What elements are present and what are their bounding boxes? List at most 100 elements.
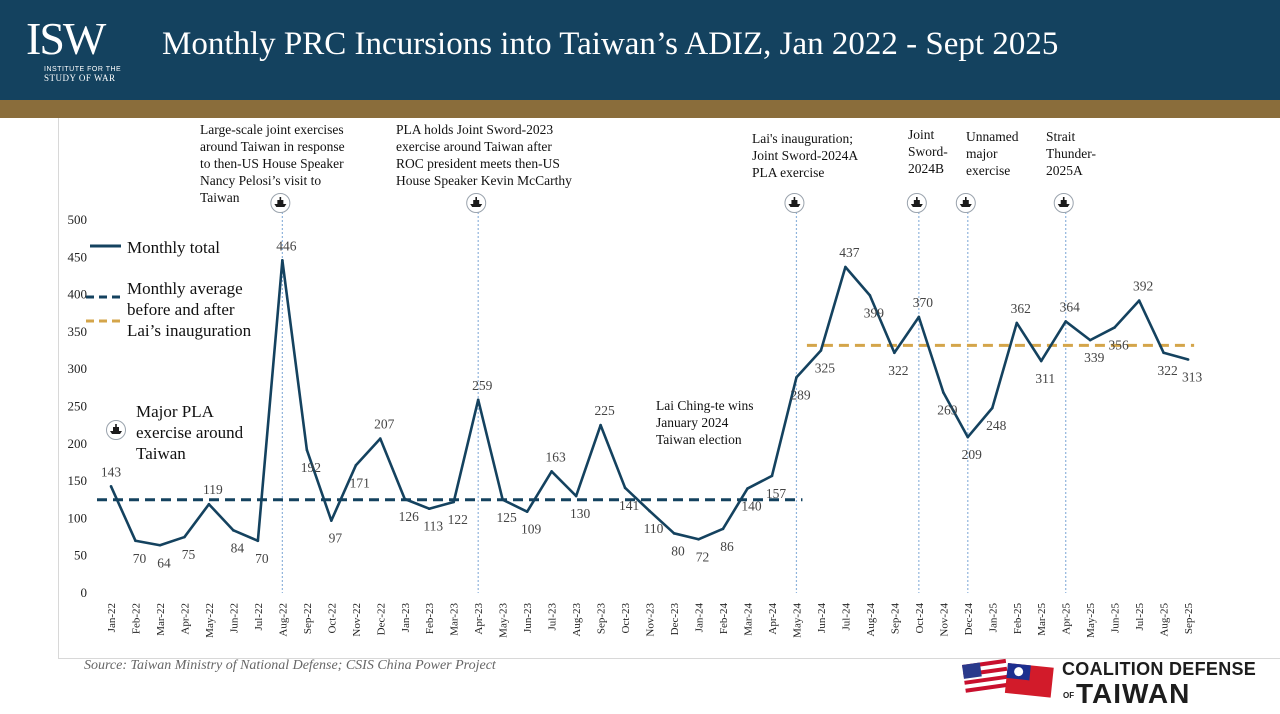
y-tick-label: 200 — [68, 436, 88, 451]
data-point — [1137, 299, 1141, 302]
coalition-defense-taiwan-logo[interactable]: COALITION DEFENSE OF TAIWAN — [960, 655, 1278, 711]
logo-subtitle: STUDY OF WAR — [44, 73, 116, 83]
data-label: 109 — [521, 522, 542, 537]
data-label: 70 — [133, 551, 147, 566]
isw-logo[interactable]: ISW INSTITUTE FOR THE STUDY OF WAR — [22, 13, 140, 84]
data-label: 248 — [986, 418, 1007, 433]
data-point — [672, 532, 676, 535]
x-tick-label: Oct-22 — [326, 603, 338, 634]
x-tick-label: Jun-23 — [522, 603, 534, 633]
y-tick-label: 50 — [74, 548, 87, 563]
logo-subtitle-small: INSTITUTE FOR THE — [44, 66, 122, 73]
x-tick-label: Jan-22 — [106, 603, 118, 632]
data-label: 122 — [448, 512, 468, 527]
x-tick-label: Jul-25 — [1134, 603, 1146, 631]
x-tick-label: May-24 — [791, 603, 803, 638]
x-tick-label: Apr-24 — [767, 603, 779, 635]
x-tick-label: Nov-23 — [645, 603, 657, 637]
data-point — [183, 535, 186, 539]
data-point — [256, 539, 260, 543]
ship-icon — [1053, 193, 1074, 213]
data-label: 311 — [1035, 371, 1055, 386]
x-tick-label: Dec-22 — [375, 603, 387, 635]
x-tick-label: Jun-22 — [228, 603, 240, 633]
ship-icon — [466, 193, 487, 213]
x-tick-label: Jun-25 — [1110, 603, 1122, 633]
chart-frame — [58, 118, 1280, 659]
ship-icon — [270, 193, 291, 213]
x-tick-label: Sep-24 — [889, 603, 901, 635]
x-tick-label: Sep-25 — [1183, 603, 1195, 635]
data-label: 86 — [720, 539, 734, 554]
data-point — [697, 537, 700, 541]
data-label: 207 — [374, 417, 395, 432]
us-taiwan-flags-icon — [962, 658, 1054, 698]
data-point — [574, 494, 578, 498]
data-label: 392 — [1133, 279, 1153, 294]
data-label: 225 — [594, 403, 615, 418]
data-label: 97 — [329, 531, 343, 546]
x-tick-label: Aug-23 — [571, 603, 583, 637]
data-point — [550, 470, 553, 473]
data-point — [990, 406, 994, 410]
source-note: Source: Taiwan Ministry of National Defe… — [84, 658, 496, 673]
y-tick-label: 350 — [68, 324, 88, 339]
event-annotation-apr23: PLA holds Joint Sword-2023 exercise arou… — [396, 122, 572, 188]
data-point — [1088, 338, 1092, 342]
x-tick-label: Oct-23 — [620, 603, 632, 634]
data-point — [330, 519, 333, 522]
data-point — [1039, 359, 1043, 363]
legend-exercise: Major PLA exercise around Taiwan — [136, 402, 244, 463]
legend-average: Monthly average before and after Lai’s i… — [127, 279, 252, 340]
data-label: 126 — [399, 509, 420, 524]
data-point — [207, 502, 211, 506]
data-point — [599, 423, 602, 427]
x-tick-label: Apr-25 — [1061, 603, 1073, 635]
event-annotation-may24: Lai's inauguration; Joint Sword-2024A PL… — [752, 131, 859, 180]
data-point — [795, 376, 798, 379]
data-point — [232, 529, 235, 532]
x-tick-label: Apr-23 — [473, 603, 485, 635]
x-tick-label: Jul-22 — [253, 603, 265, 631]
x-tick-label: Jul-23 — [547, 603, 559, 631]
data-point — [1162, 351, 1165, 355]
data-point — [942, 391, 945, 394]
data-label: 339 — [1084, 350, 1105, 365]
election-note: Lai Ching-te wins January 2024 Taiwan el… — [656, 398, 754, 447]
y-tick-label: 450 — [68, 249, 88, 264]
x-tick-label: Oct-24 — [914, 603, 926, 634]
data-point — [403, 497, 407, 501]
x-tick-label: Jul-24 — [840, 603, 852, 631]
partner-name-of: OF — [1063, 691, 1075, 700]
data-point — [746, 487, 749, 490]
data-point — [525, 510, 529, 513]
data-point — [966, 435, 970, 439]
data-point — [501, 498, 504, 502]
data-point — [1064, 320, 1068, 323]
y-tick-label: 250 — [68, 399, 88, 414]
data-label: 289 — [790, 387, 811, 402]
data-point — [721, 527, 725, 531]
y-tick-label: 0 — [81, 585, 88, 600]
data-label: 192 — [301, 460, 321, 475]
ship-icon — [955, 193, 976, 213]
data-point — [1015, 321, 1019, 325]
data-point — [354, 464, 358, 467]
data-label: 446 — [276, 238, 297, 253]
data-label: 362 — [1011, 301, 1031, 316]
x-tick-label: Mar-23 — [449, 603, 461, 636]
partner-name-line1: COALITION DEFENSE — [1062, 659, 1257, 679]
x-tick-label: Dec-23 — [669, 603, 681, 636]
y-tick-label: 100 — [68, 510, 88, 525]
data-point — [452, 500, 456, 504]
x-tick-label: Feb-24 — [718, 603, 730, 635]
data-point — [868, 294, 872, 297]
x-tick-label: Jan-23 — [400, 603, 412, 633]
data-label: 370 — [913, 295, 934, 310]
x-tick-label: Jan-24 — [694, 603, 706, 633]
data-point — [893, 351, 896, 355]
x-tick-label: May-25 — [1085, 603, 1097, 638]
data-point — [844, 265, 847, 269]
data-point — [158, 543, 162, 547]
data-label: 110 — [644, 521, 664, 536]
